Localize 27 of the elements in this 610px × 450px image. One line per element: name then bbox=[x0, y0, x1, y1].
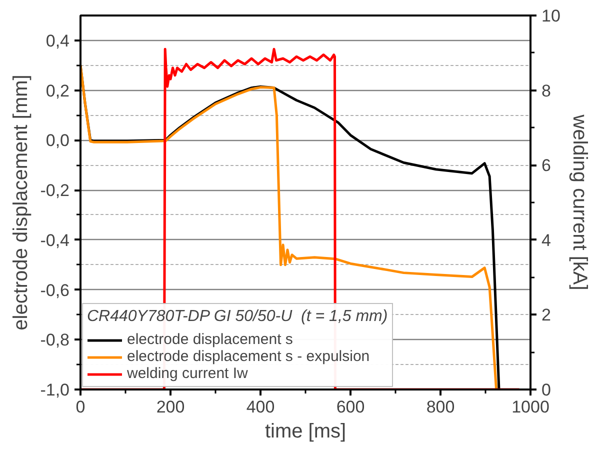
y-tick-label: 0,0 bbox=[46, 131, 70, 150]
y-tick-label: -0,8 bbox=[40, 330, 70, 350]
y-tick-label: -1,0 bbox=[40, 380, 70, 400]
legend-label: electrode displacement s - expulsion bbox=[127, 348, 370, 365]
legend-label: welding current Iw bbox=[127, 365, 248, 382]
legend-label: electrode displacement s bbox=[127, 331, 293, 348]
y2-tick-label: 0 bbox=[542, 380, 551, 400]
y2-axis-title: welding current [kA] bbox=[568, 114, 590, 290]
y2-tick-label: 4 bbox=[542, 230, 551, 250]
x-tick-label: 1000 bbox=[512, 398, 550, 416]
y-tick-label: 0,2 bbox=[46, 81, 70, 100]
y-tick-label: -0,6 bbox=[40, 280, 70, 300]
y2-tick-label: 10 bbox=[542, 6, 560, 26]
y-tick-label: 0,4 bbox=[46, 31, 70, 50]
x-tick-label: 200 bbox=[156, 398, 185, 416]
y2-tick-label: 2 bbox=[542, 306, 551, 325]
legend-title: CR440Y780T-DP GI 50/50-U (t = 1,5 mm) bbox=[87, 308, 388, 326]
x-tick-label: 0 bbox=[76, 398, 86, 416]
y2-tick-label: 8 bbox=[542, 81, 551, 100]
y-tick-label: -0,2 bbox=[40, 181, 70, 200]
y2-tick-label: 6 bbox=[542, 156, 551, 176]
x-axis-title: time [ms] bbox=[264, 420, 346, 442]
y-tick-label: -0,4 bbox=[40, 230, 70, 250]
y-axis-title: electrode displacement [mm] bbox=[10, 74, 32, 330]
x-tick-label: 800 bbox=[426, 398, 455, 416]
x-tick-label: 600 bbox=[336, 398, 365, 416]
x-tick-label: 400 bbox=[246, 398, 275, 416]
